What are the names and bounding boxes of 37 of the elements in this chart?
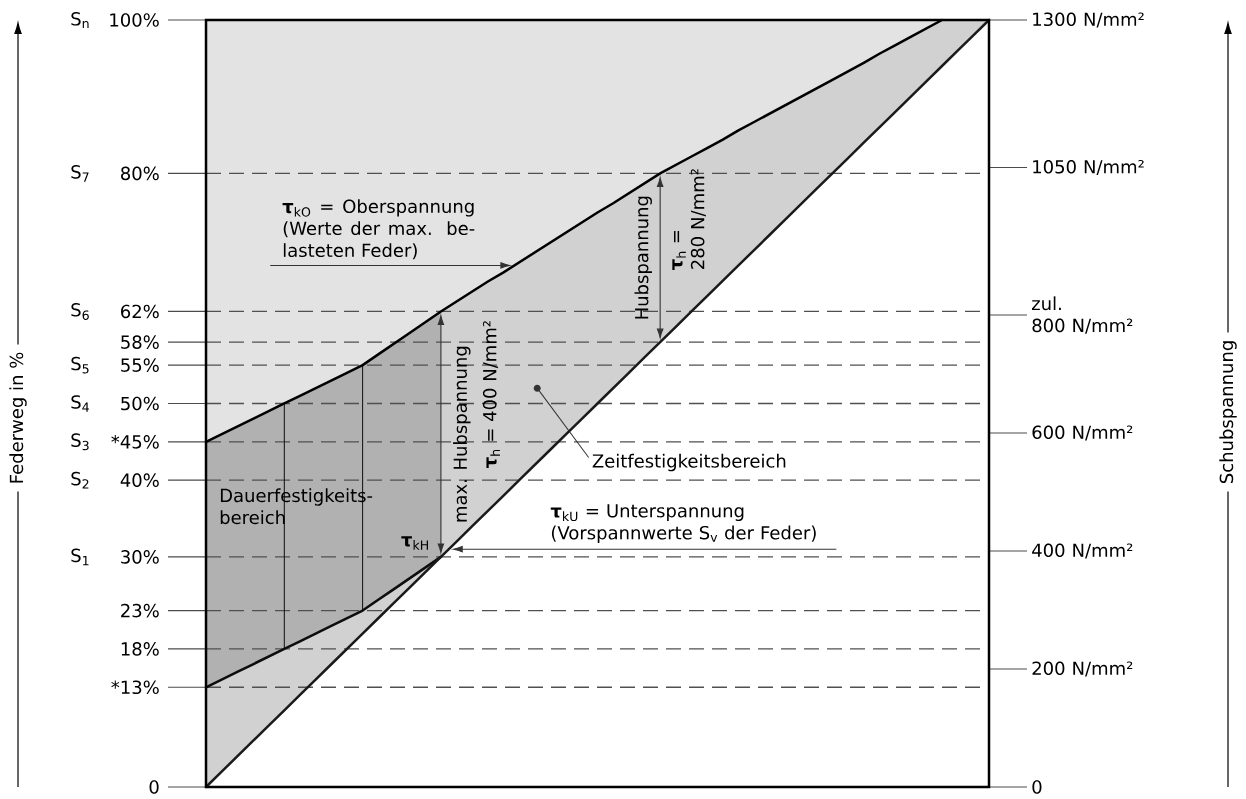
y2-axis-title: Schubspannung: [1219, 341, 1237, 484]
annotation: τ$_{kO}$ = Oberspannung (Werte der max. be-lasteten Feder): [282, 199, 475, 260]
annotation: Zeitfestigkeitsbereich: [592, 453, 786, 472]
annotation: τ$_{kH}$: [401, 536, 428, 550]
y2-tick-label: 1050 N/mm²: [1033, 159, 1144, 176]
text: S$_{2}$: [71, 471, 89, 489]
y-tick-label: 55%: [121, 358, 159, 372]
y-tick-label: 100%: [110, 13, 159, 27]
y2-tick-label: 400 N/mm²: [1032, 543, 1133, 559]
text: S$_{3}$: [71, 433, 89, 451]
text: S$_{4}$: [71, 395, 89, 412]
y-tick-label: 18%: [121, 642, 159, 656]
y2-tick-label: 200 N/mm²: [1032, 661, 1133, 677]
y-tick-label: 58%: [121, 335, 159, 349]
y2-tick-label: 600 N/mm²: [1032, 425, 1133, 441]
annotation: Hubspannung: [634, 196, 652, 319]
y-axis-title: Federweg in %: [9, 352, 27, 483]
y-tick-label: 50%: [121, 396, 159, 411]
text: S$_{1}$: [71, 548, 89, 566]
annotation: τ$_{kU}$ = Unterspannung (Vorspannwerte S$_{v}$ der Feder): [550, 504, 816, 544]
y-tick-label: *13%: [111, 680, 159, 695]
text: S$_{n}$: [71, 12, 89, 28]
y-tick-label: 80%: [121, 166, 159, 181]
text: S$_{5}$: [71, 356, 89, 374]
y-tick-label: 40%: [120, 473, 159, 487]
annotation: max. Hubspannung: [453, 346, 471, 522]
y-tick-label: 30%: [121, 550, 159, 564]
text: S$_{6}$: [71, 302, 89, 320]
y-tick-label: 23%: [121, 603, 159, 618]
text: S$_{7}$: [71, 165, 89, 182]
y2-tick-label: zul. 800 N/mm²: [1031, 296, 1133, 334]
y-tick-label: *45%: [111, 435, 159, 449]
y2-tick-label: 1300 N/mm²: [1033, 12, 1144, 28]
y-tick-label: 0: [149, 780, 159, 794]
annotation: τ$_{h}$ = 400 N/mm²: [482, 321, 500, 468]
y-tick-label: 62%: [121, 304, 159, 319]
y2-tick-label: 0: [1032, 780, 1042, 794]
